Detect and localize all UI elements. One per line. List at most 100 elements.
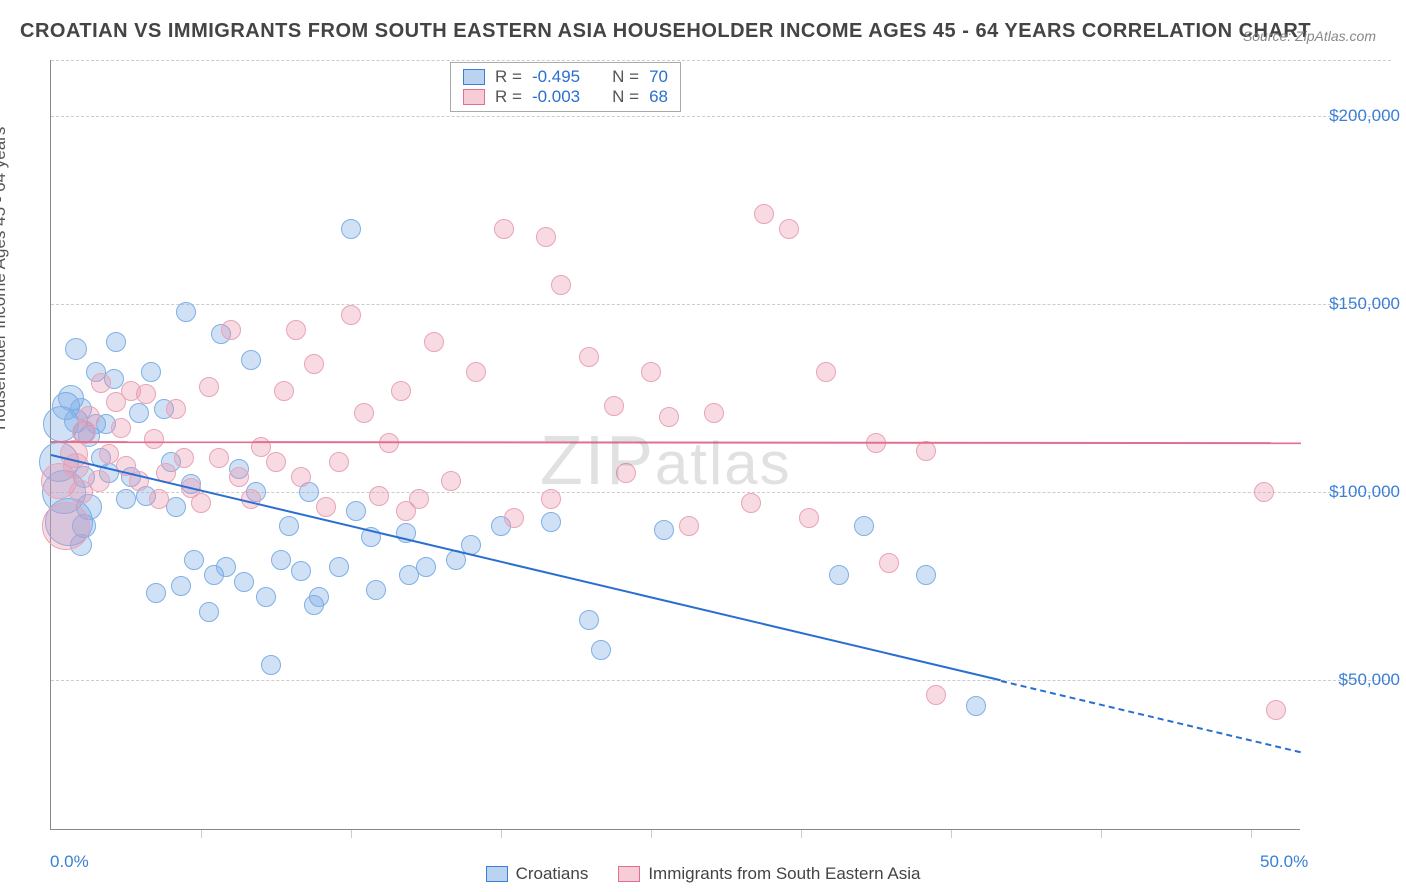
grid-line-horizontal [51,60,1391,61]
scatter-point [171,576,191,596]
x-tick [1251,830,1252,838]
scatter-point [579,610,599,630]
scatter-point [216,557,236,577]
scatter-point [309,587,329,607]
scatter-point [341,305,361,325]
correlation-legend: R =-0.495N =70R =-0.003N =68 [450,62,681,112]
scatter-point [704,403,724,423]
legend-row: R =-0.495N =70 [463,67,668,87]
scatter-point [166,399,186,419]
scatter-point [916,565,936,585]
scatter-point [424,332,444,352]
grid-line-horizontal [51,304,1391,305]
scatter-point [199,377,219,397]
legend-item: Croatians [486,864,589,884]
scatter-point [176,302,196,322]
scatter-point [174,448,194,468]
x-tick-label: 50.0% [1260,852,1308,872]
scatter-point [78,406,100,428]
x-tick [1101,830,1102,838]
scatter-point [604,396,624,416]
scatter-point [256,587,276,607]
legend-swatch [463,89,485,105]
legend-row: R = -0.003 N = 68 [463,87,668,107]
scatter-point [184,550,204,570]
scatter-point [1266,700,1286,720]
legend-n-label: N = [612,87,639,107]
scatter-point [234,572,254,592]
scatter-point [291,561,311,581]
y-axis-label: Householder Income Ages 45 - 64 years [0,127,10,430]
scatter-point [829,565,849,585]
scatter-point [304,354,324,374]
scatter-point [229,467,249,487]
x-tick [201,830,202,838]
scatter-point [241,350,261,370]
scatter-point [341,219,361,239]
legend-n-label: N = [612,67,639,87]
scatter-point [286,320,306,340]
legend-item: Immigrants from South Eastern Asia [618,864,920,884]
y-tick-label: $100,000 [1310,482,1400,502]
x-tick-label: 0.0% [50,852,89,872]
scatter-point [579,347,599,367]
scatter-point [409,489,429,509]
scatter-point [591,640,611,660]
scatter-point [966,696,986,716]
scatter-point [146,583,166,603]
scatter-point [329,452,349,472]
legend-r-label: R = [495,87,522,107]
scatter-point [316,497,336,517]
scatter-point [926,685,946,705]
scatter-point [42,502,90,550]
legend-label: Immigrants from South Eastern Asia [648,864,920,884]
scatter-point [266,452,286,472]
x-tick [651,830,652,838]
scatter-point [116,489,136,509]
scatter-point [679,516,699,536]
scatter-point [441,471,461,491]
scatter-point [291,467,311,487]
legend-label: Croatians [516,864,589,884]
scatter-point [391,381,411,401]
y-tick-label: $150,000 [1310,294,1400,314]
scatter-point [741,493,761,513]
scatter-point [106,332,126,352]
scatter-point [144,429,164,449]
scatter-point [261,655,281,675]
scatter-point [271,550,291,570]
x-tick [351,830,352,838]
legend-swatch [618,866,640,882]
scatter-point [536,227,556,247]
scatter-point [369,486,389,506]
scatter-point [199,602,219,622]
scatter-point [91,373,111,393]
series-legend: Croatians Immigrants from South Eastern A… [0,864,1406,884]
scatter-point [129,403,149,423]
scatter-point [88,470,110,492]
chart-plot-area [50,60,1300,830]
legend-r-label: R = [495,67,522,87]
scatter-point [541,512,561,532]
scatter-point [166,497,186,517]
scatter-point [551,275,571,295]
legend-swatch [463,69,485,85]
legend-r-value: -0.003 [532,87,580,107]
scatter-point [65,338,87,360]
scatter-point [221,320,241,340]
scatter-point [141,362,161,382]
scatter-point [329,557,349,577]
legend-swatch [486,866,508,882]
scatter-point [149,489,169,509]
scatter-point [854,516,874,536]
y-tick-label: $200,000 [1310,106,1400,126]
scatter-point [136,384,156,404]
legend-n-value: 70 [649,67,668,87]
scatter-point [494,219,514,239]
scatter-point [616,463,636,483]
legend-n-value: 68 [649,87,668,107]
scatter-point [504,508,524,528]
scatter-point [346,501,366,521]
scatter-point [1254,482,1274,502]
scatter-point [111,418,131,438]
